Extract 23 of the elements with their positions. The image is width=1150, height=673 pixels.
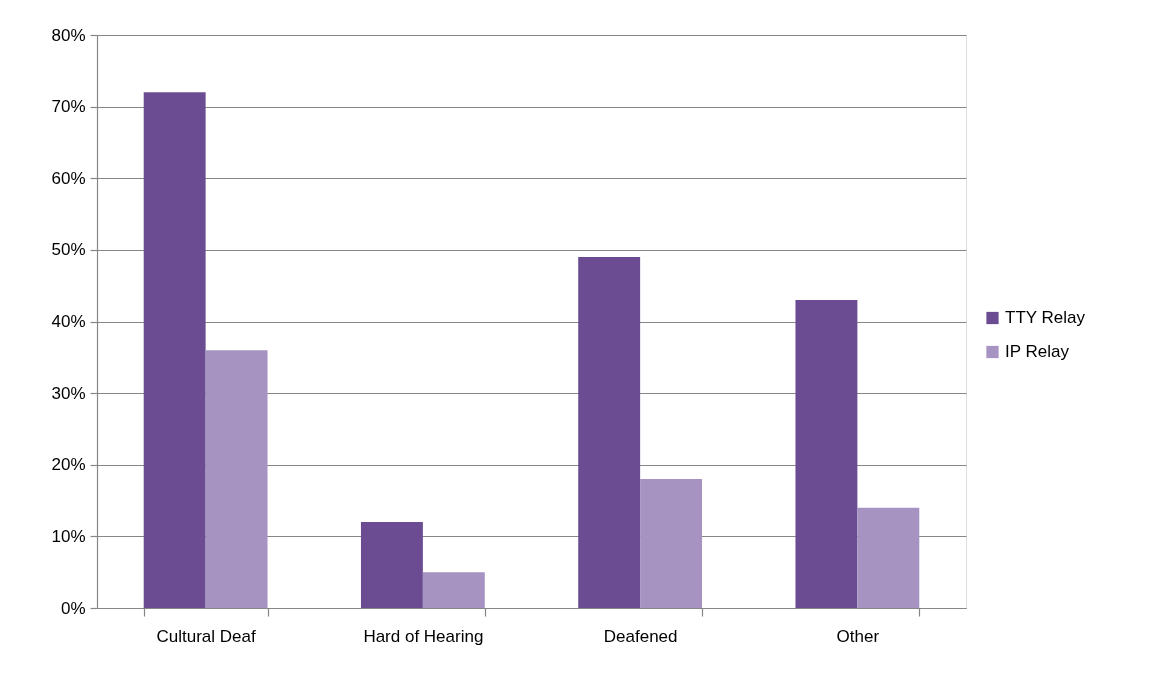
bar [857,507,920,608]
bar [422,572,485,608]
y-tick-label: 30% [51,383,86,403]
y-tick-label: 50% [51,240,86,260]
bar [640,479,703,608]
bar [578,257,641,608]
y-tick-label: 60% [51,168,86,188]
legend-label: TTY Relay [1005,308,1086,327]
bar [795,300,858,608]
x-tick-label: Deafened [603,626,678,646]
x-tick-label: Hard of Hearing [363,626,484,646]
x-tick-label: Other [836,626,880,646]
y-tick-label: 0% [60,598,86,618]
x-tick-label: Cultural Deaf [156,626,256,646]
y-tick-label: 40% [51,312,86,331]
bar [143,92,206,608]
y-tick-label: 80% [51,25,86,45]
legend-label: IP Relay [1005,342,1070,361]
y-tick-label: 10% [51,526,86,546]
y-tick-label: 20% [51,455,86,475]
y-tick-label: 70% [51,97,86,117]
bar [205,350,268,608]
bar [360,522,423,608]
